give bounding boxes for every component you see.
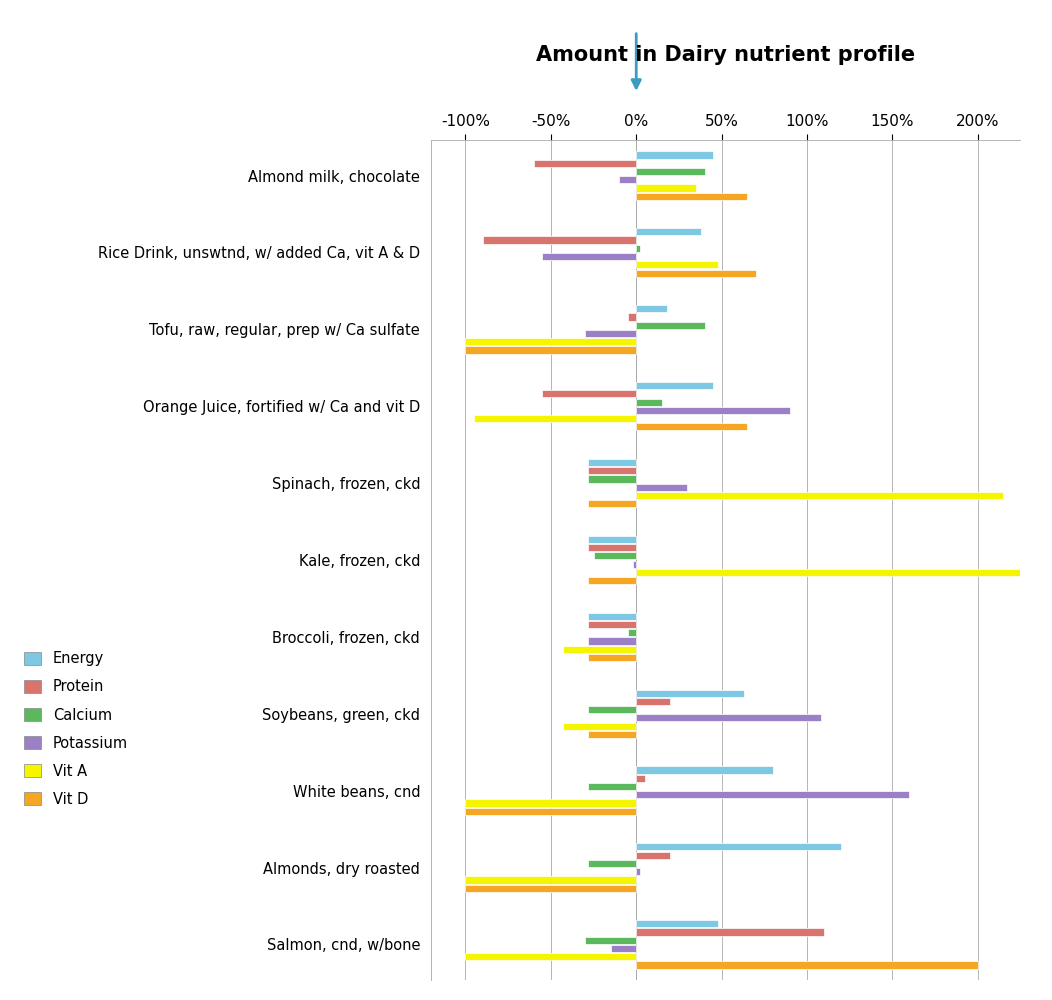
Bar — [636, 569, 1020, 576]
Bar — [588, 860, 636, 867]
Text: Amount in Dairy nutrient profile: Amount in Dairy nutrient profile — [537, 45, 915, 65]
Bar — [533, 160, 636, 167]
Bar — [636, 714, 821, 721]
Bar — [636, 270, 755, 277]
Bar — [636, 766, 773, 774]
Bar — [636, 322, 705, 329]
Bar — [483, 236, 636, 244]
Bar — [543, 390, 636, 397]
Bar — [636, 791, 909, 798]
Bar — [585, 937, 636, 944]
Bar — [636, 920, 719, 927]
Bar — [588, 783, 636, 790]
Bar — [465, 346, 636, 354]
Bar — [636, 168, 705, 175]
Bar — [636, 399, 662, 406]
Bar — [636, 843, 842, 850]
Bar — [633, 561, 636, 568]
Bar — [636, 261, 719, 268]
Bar — [636, 184, 696, 192]
Bar — [636, 382, 713, 389]
Bar — [588, 577, 636, 584]
Bar — [465, 876, 636, 884]
Bar — [610, 945, 636, 952]
Bar — [636, 423, 747, 430]
Bar — [588, 459, 636, 466]
Bar — [588, 637, 636, 645]
Bar — [588, 731, 636, 738]
Bar — [620, 176, 636, 183]
Bar — [636, 928, 824, 936]
Bar — [543, 253, 636, 260]
Bar — [563, 646, 636, 653]
Legend: Energy, Protein, Calcium, Potassium, Vit A, Vit D: Energy, Protein, Calcium, Potassium, Vit… — [18, 645, 134, 813]
Bar — [636, 961, 977, 969]
Bar — [474, 415, 636, 422]
Bar — [588, 500, 636, 507]
Bar — [636, 245, 640, 252]
Bar — [588, 467, 636, 474]
Bar — [465, 338, 636, 345]
Bar — [588, 544, 636, 551]
Bar — [465, 953, 636, 960]
Bar — [636, 698, 670, 705]
Bar — [588, 613, 636, 620]
Bar — [593, 552, 636, 559]
Bar — [636, 228, 701, 235]
Bar — [636, 193, 747, 200]
Bar — [465, 885, 636, 892]
Bar — [636, 775, 645, 782]
Bar — [588, 475, 636, 483]
Bar — [636, 492, 1004, 499]
Bar — [636, 305, 667, 312]
Bar — [585, 330, 636, 337]
Bar — [628, 629, 636, 636]
Bar — [636, 868, 640, 875]
Bar — [588, 654, 636, 661]
Bar — [636, 852, 670, 859]
Bar — [636, 407, 790, 414]
Bar — [636, 484, 687, 491]
Bar — [636, 151, 713, 159]
Bar — [465, 808, 636, 815]
Bar — [628, 313, 636, 321]
Bar — [563, 723, 636, 730]
Bar — [588, 621, 636, 628]
Bar — [588, 536, 636, 543]
Bar — [636, 690, 744, 697]
Bar — [588, 706, 636, 713]
Bar — [465, 799, 636, 807]
